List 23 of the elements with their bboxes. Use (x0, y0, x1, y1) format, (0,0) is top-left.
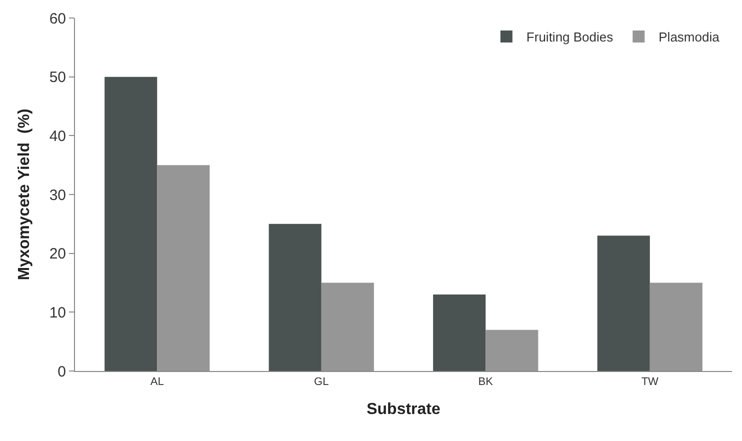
bar (157, 165, 210, 371)
x-axis-title: Substrate (366, 400, 440, 418)
bar (321, 282, 374, 371)
bar (650, 282, 702, 371)
x-tick-label: TW (641, 376, 660, 388)
y-axis-title: Myxomycete Yield (%) (16, 108, 34, 280)
y-tick-label: 50 (49, 69, 66, 86)
x-tick-label: AL (150, 376, 164, 388)
legend-label: Plasmodia (658, 30, 720, 45)
bar (268, 224, 322, 371)
y-tick-label: 40 (49, 128, 66, 145)
x-tick-label: BK (478, 376, 494, 388)
y-tick-label: 0 (58, 363, 66, 380)
legend-label: Fruiting Bodies (526, 30, 614, 45)
y-tick-label: 20 (49, 246, 66, 263)
x-tick-label: GL (314, 376, 329, 388)
bar (104, 76, 158, 371)
bar (486, 330, 538, 371)
bar (597, 236, 650, 371)
y-tick-label: 30 (49, 186, 66, 204)
y-tick-label: 10 (49, 304, 66, 322)
bar (433, 294, 486, 371)
y-tick-label: 60 (49, 10, 66, 28)
